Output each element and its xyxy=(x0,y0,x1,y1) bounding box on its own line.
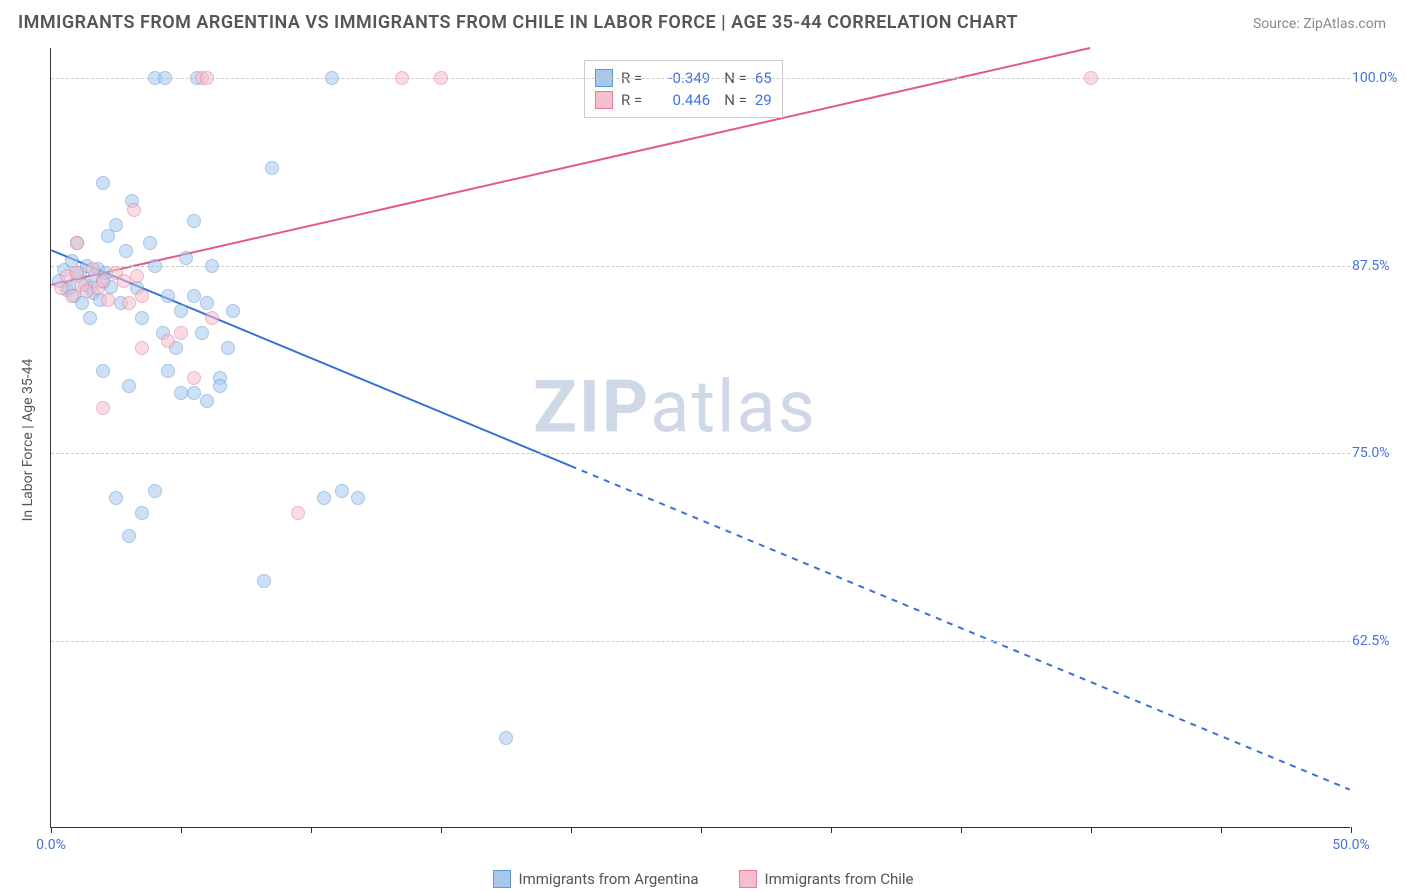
scatter-point xyxy=(395,71,409,85)
scatter-point xyxy=(96,274,110,288)
scatter-point xyxy=(200,71,214,85)
scatter-point xyxy=(122,379,136,393)
x-tick xyxy=(441,827,442,833)
scatter-point xyxy=(257,574,271,588)
scatter-point xyxy=(122,296,136,310)
x-tick xyxy=(1091,827,1092,833)
scatter-point xyxy=(96,176,110,190)
legend-swatch xyxy=(739,870,757,888)
scatter-point xyxy=(148,484,162,498)
scatter-point xyxy=(135,506,149,520)
scatter-point xyxy=(148,259,162,273)
scatter-point xyxy=(174,304,188,318)
gridline xyxy=(51,641,1350,642)
legend-bottom-item: Immigrants from Argentina xyxy=(493,870,699,888)
x-tick xyxy=(831,827,832,833)
x-tick xyxy=(701,827,702,833)
scatter-point xyxy=(335,484,349,498)
scatter-point xyxy=(325,71,339,85)
correlation-legend: R =-0.349N =65R =0.446N =29 xyxy=(584,60,783,118)
gridline xyxy=(51,453,1350,454)
scatter-point xyxy=(499,731,513,745)
source-label: Source: ZipAtlas.com xyxy=(1253,16,1386,32)
scatter-point xyxy=(135,311,149,325)
scatter-point xyxy=(205,259,219,273)
scatter-point xyxy=(127,203,141,217)
scatter-point xyxy=(1084,71,1098,85)
scatter-point xyxy=(86,262,100,276)
gridline xyxy=(51,266,1350,267)
scatter-point xyxy=(434,71,448,85)
plot-area: ZIPatlas R =-0.349N =65R =0.446N =29 62.… xyxy=(50,48,1350,828)
scatter-point xyxy=(143,236,157,250)
scatter-point xyxy=(351,491,365,505)
scatter-point xyxy=(117,274,131,288)
scatter-point xyxy=(122,529,136,543)
trend-line-dashed xyxy=(571,466,1350,790)
legend-label: Immigrants from Chile xyxy=(765,870,914,888)
scatter-point xyxy=(161,334,175,348)
scatter-point xyxy=(161,289,175,303)
x-tick xyxy=(1351,827,1352,833)
legend-swatch xyxy=(595,91,613,109)
y-tick-label: 87.5% xyxy=(1352,258,1402,274)
scatter-point xyxy=(187,289,201,303)
n-label: N = xyxy=(724,91,747,109)
scatter-point xyxy=(65,289,79,303)
x-tick xyxy=(51,827,52,833)
scatter-point xyxy=(101,293,115,307)
scatter-point xyxy=(96,401,110,415)
chart-container: IMMIGRANTS FROM ARGENTINA VS IMMIGRANTS … xyxy=(0,0,1406,892)
y-tick-label: 100.0% xyxy=(1352,70,1402,86)
x-tick-label: 0.0% xyxy=(36,837,66,853)
n-value: 29 xyxy=(755,91,772,109)
scatter-point xyxy=(221,341,235,355)
scatter-point xyxy=(226,304,240,318)
scatter-point xyxy=(187,214,201,228)
scatter-point xyxy=(317,491,331,505)
scatter-point xyxy=(161,364,175,378)
x-tick xyxy=(311,827,312,833)
y-tick-label: 75.0% xyxy=(1352,445,1402,461)
y-axis-label: In Labor Force | Age 35-44 xyxy=(20,359,36,522)
gridline xyxy=(51,78,1350,79)
scatter-point xyxy=(195,326,209,340)
legend-label: Immigrants from Argentina xyxy=(519,870,699,888)
scatter-point xyxy=(265,161,279,175)
x-tick xyxy=(1221,827,1222,833)
scatter-point xyxy=(130,269,144,283)
legend-swatch xyxy=(493,870,511,888)
scatter-point xyxy=(200,394,214,408)
scatter-point xyxy=(119,244,133,258)
trend-lines-svg xyxy=(51,48,1350,827)
legend-row: R = 0.446 N = 29 xyxy=(595,89,772,111)
legend-bottom-item: Immigrants from Chile xyxy=(739,870,914,888)
scatter-point xyxy=(70,236,84,250)
scatter-point xyxy=(200,296,214,310)
scatter-point xyxy=(291,506,305,520)
chart-title: IMMIGRANTS FROM ARGENTINA VS IMMIGRANTS … xyxy=(18,12,1018,33)
scatter-point xyxy=(187,371,201,385)
scatter-point xyxy=(174,386,188,400)
scatter-point xyxy=(158,71,172,85)
scatter-point xyxy=(179,251,193,265)
scatter-point xyxy=(83,311,97,325)
scatter-point xyxy=(109,491,123,505)
scatter-point xyxy=(96,364,110,378)
scatter-point xyxy=(135,289,149,303)
scatter-point xyxy=(174,326,188,340)
x-tick-label: 50.0% xyxy=(1332,837,1370,853)
r-label: R = xyxy=(621,91,642,109)
scatter-point xyxy=(109,218,123,232)
series-legend: Immigrants from Argentina Immigrants from… xyxy=(0,870,1406,888)
x-tick xyxy=(181,827,182,833)
scatter-point xyxy=(213,379,227,393)
scatter-point xyxy=(205,311,219,325)
r-value: 0.446 xyxy=(650,91,710,109)
x-tick xyxy=(571,827,572,833)
y-tick-label: 62.5% xyxy=(1352,633,1402,649)
scatter-point xyxy=(135,341,149,355)
x-tick xyxy=(961,827,962,833)
scatter-point xyxy=(187,386,201,400)
